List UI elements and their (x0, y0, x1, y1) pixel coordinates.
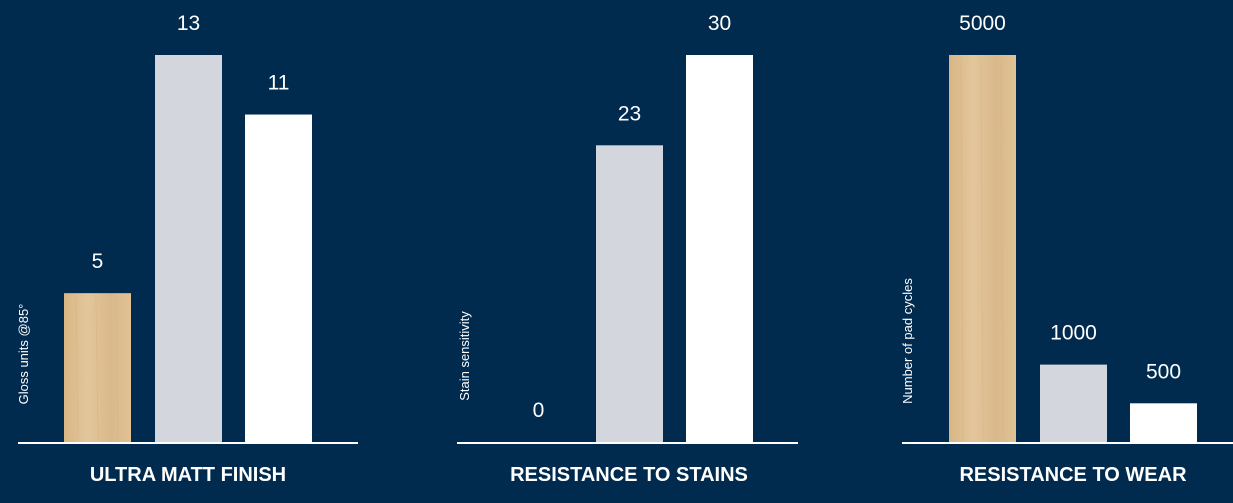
chart1-bar-2 (155, 55, 222, 442)
chart3-title: RESISTANCE TO WEAR (959, 464, 1187, 486)
chart1-bar-3 (245, 115, 312, 442)
chart3-data-label-1: 5000 (959, 12, 1006, 35)
chart2-bar-2 (596, 145, 663, 442)
chart3-data-label-2: 1000 (1050, 322, 1097, 345)
chart1-title: ULTRA MATT FINISH (90, 464, 286, 486)
chart2-y-axis-label: Stain sensitivity (457, 311, 472, 401)
chart3-bar-3 (1130, 403, 1197, 442)
chart2-data-label-1: 0 (533, 399, 545, 422)
chart3-data-label-3: 500 (1146, 360, 1181, 383)
chart1-data-label-2: 13 (177, 12, 200, 35)
chart2-bar-3 (686, 55, 753, 442)
chart1-data-label-3: 11 (268, 72, 290, 95)
chart2-data-label-2: 23 (618, 102, 641, 125)
chart2-data-label-3: 30 (708, 12, 731, 35)
chart3-y-axis-label: Number of pad cycles (900, 278, 915, 404)
chart2-title: RESISTANCE TO STAINS (510, 464, 748, 486)
chart1-y-axis-label: Gloss units @85° (16, 304, 31, 405)
chart1-data-label-1: 5 (92, 250, 104, 273)
chart3-bar-2 (1040, 365, 1107, 442)
